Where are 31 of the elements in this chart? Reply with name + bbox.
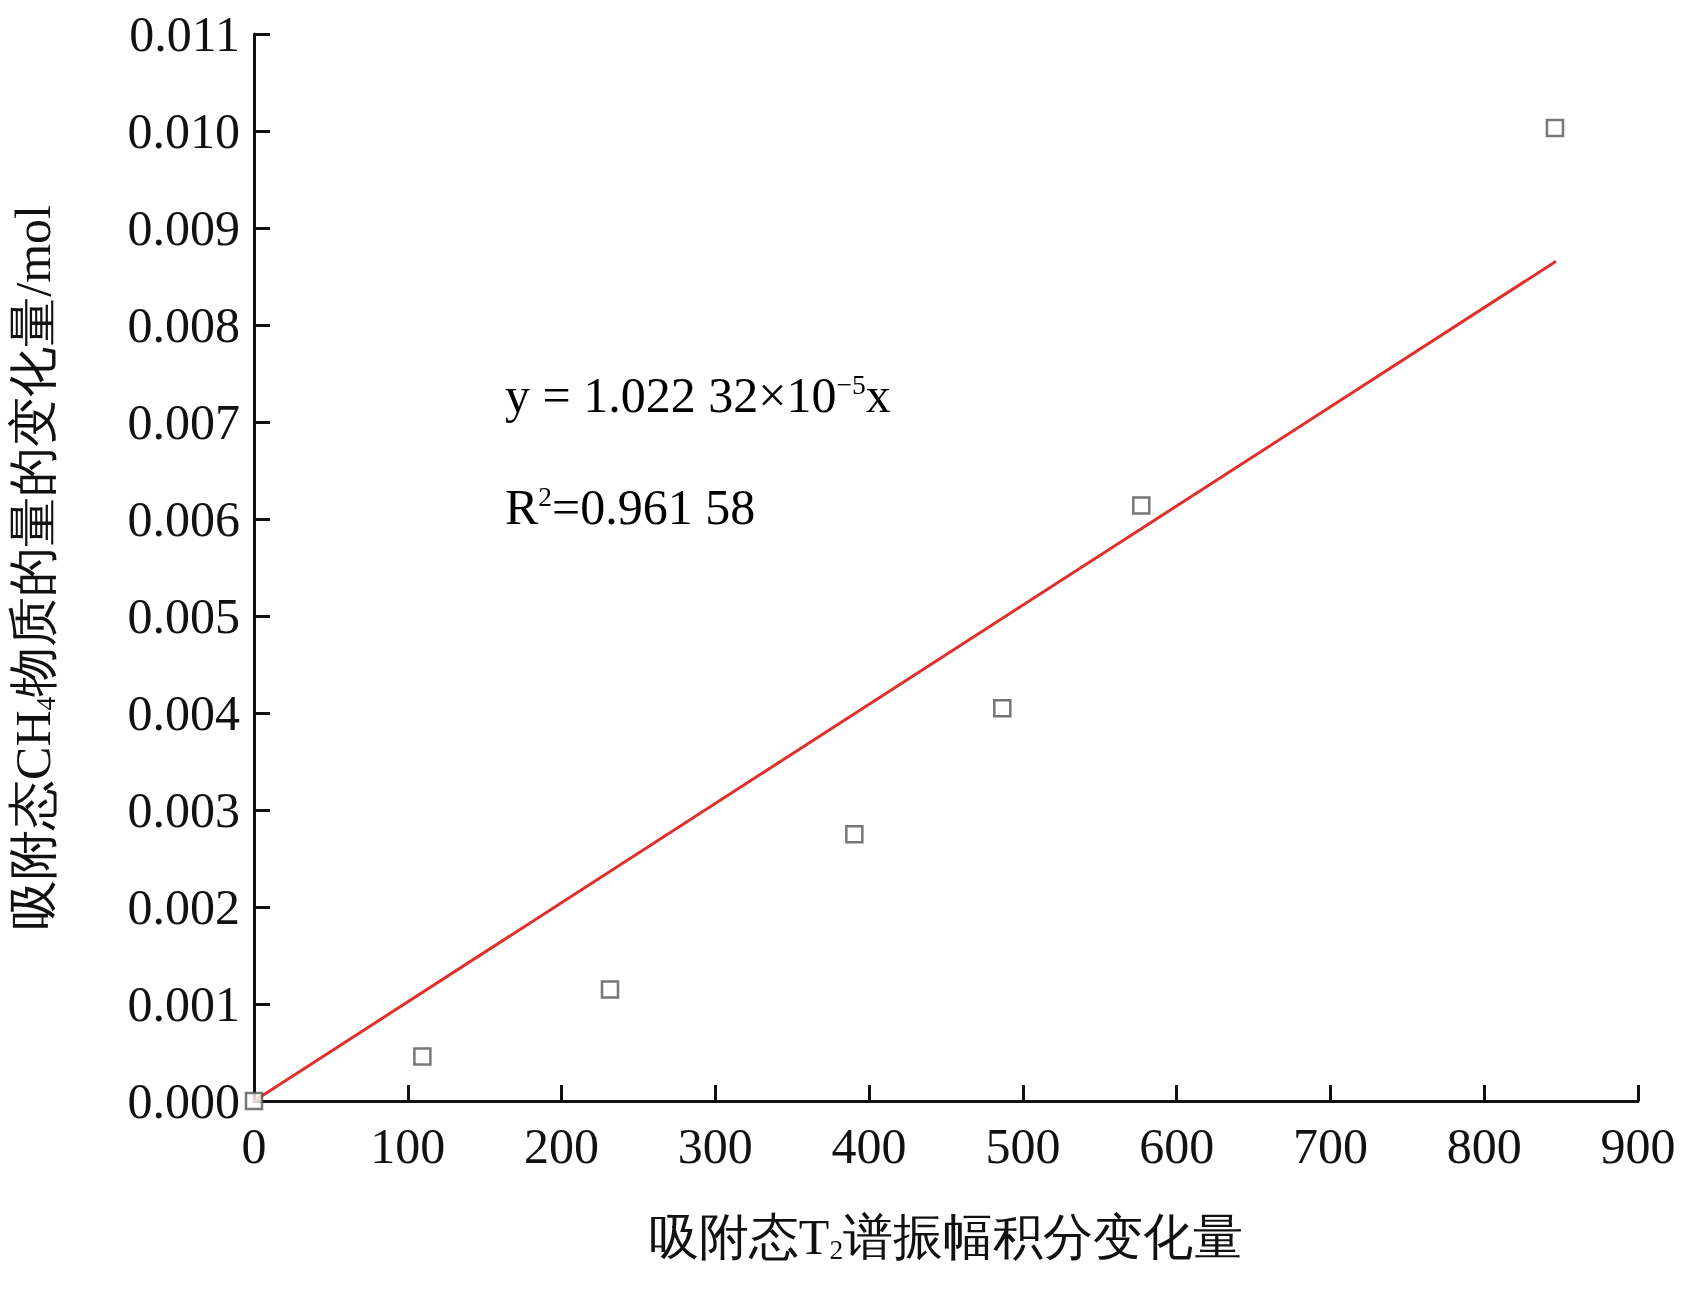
x-tick-label: 300 xyxy=(677,1118,753,1174)
point xyxy=(600,980,620,999)
y-tick-label: 0.011 xyxy=(129,6,240,62)
y-tick-label: 0.009 xyxy=(127,200,240,256)
y-tick-label: 0.010 xyxy=(127,103,240,159)
x-tick-label: 800 xyxy=(1446,1118,1522,1174)
point xyxy=(845,825,864,844)
y-tick-label: 0.006 xyxy=(127,491,240,547)
y-tick-label: 0.005 xyxy=(127,588,240,644)
point xyxy=(993,698,1012,718)
y-tick-label: 0.000 xyxy=(127,1073,240,1129)
x-tick-label: 0 xyxy=(241,1118,267,1174)
point xyxy=(244,1091,264,1111)
x-axis-title: 吸附态T2谱振幅积分变化量 xyxy=(648,1209,1244,1265)
point xyxy=(1545,118,1565,138)
y-tick-label: 0.003 xyxy=(127,782,240,838)
x-tick-label: 600 xyxy=(1139,1118,1215,1174)
y-tick-label: 0.002 xyxy=(127,879,240,935)
x-tick-label: 900 xyxy=(1600,1118,1676,1174)
point xyxy=(413,1047,432,1066)
y-tick-label: 0.004 xyxy=(127,685,240,741)
x-tick-label: 200 xyxy=(524,1118,600,1174)
x-tick-label: 400 xyxy=(831,1118,907,1174)
x-tick-label: 500 xyxy=(985,1118,1061,1174)
y-tick-label: 0.008 xyxy=(127,297,240,353)
y-tick-label: 0.007 xyxy=(127,394,240,450)
x-tick-label: 700 xyxy=(1292,1118,1368,1174)
y-axis-title: 吸附态CH4物质的量的变化量/mol xyxy=(5,205,61,930)
point xyxy=(1132,496,1151,515)
x-tick-label: 100 xyxy=(370,1118,446,1174)
y-tick-label: 0.001 xyxy=(127,976,240,1032)
